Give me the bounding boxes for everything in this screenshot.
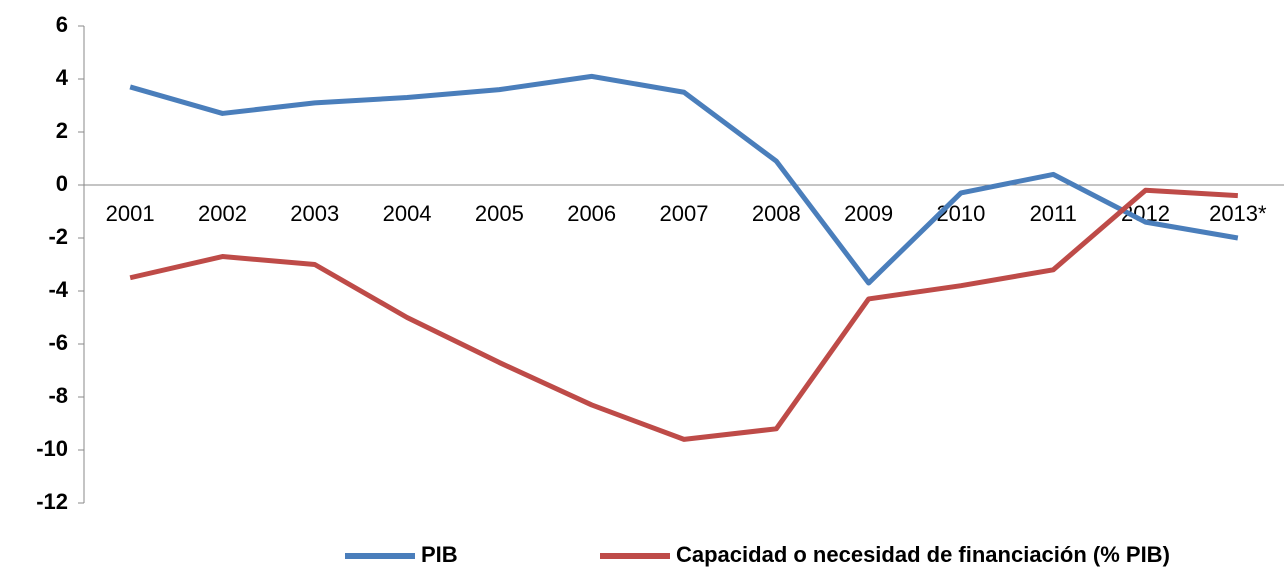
y-tick-label: -2 (48, 224, 68, 249)
x-tick-label: 2013* (1209, 201, 1267, 226)
y-tick-label: -10 (36, 436, 68, 461)
y-tick-label: -4 (48, 277, 68, 302)
y-tick-label: 0 (56, 171, 68, 196)
line-series (129, 73, 1239, 286)
x-tick-label: 2005 (475, 201, 524, 226)
line-series (129, 187, 1238, 442)
y-tick-label: 4 (56, 65, 69, 90)
x-tick-label: 2006 (567, 201, 616, 226)
x-tick-label: 2003 (290, 201, 339, 226)
x-tick-label: 2010 (936, 201, 985, 226)
x-tick-label: 2008 (752, 201, 801, 226)
y-tick-label: 6 (56, 12, 68, 37)
y-tick-label: -12 (36, 489, 68, 514)
x-tick-label: 2002 (198, 201, 247, 226)
x-tick-label: 2001 (106, 201, 155, 226)
x-tick-label: 2009 (844, 201, 893, 226)
y-tick-label: 2 (56, 118, 68, 143)
x-tick-label: 2011 (1030, 201, 1077, 226)
legend-label: Capacidad o necesidad de financiación (%… (676, 542, 1170, 567)
y-tick-label: -8 (48, 383, 68, 408)
x-tick-label: 2004 (383, 201, 432, 226)
y-tick-label: -6 (48, 330, 68, 355)
x-tick-label: 2007 (660, 201, 709, 226)
legend-label: PIB (421, 542, 458, 567)
